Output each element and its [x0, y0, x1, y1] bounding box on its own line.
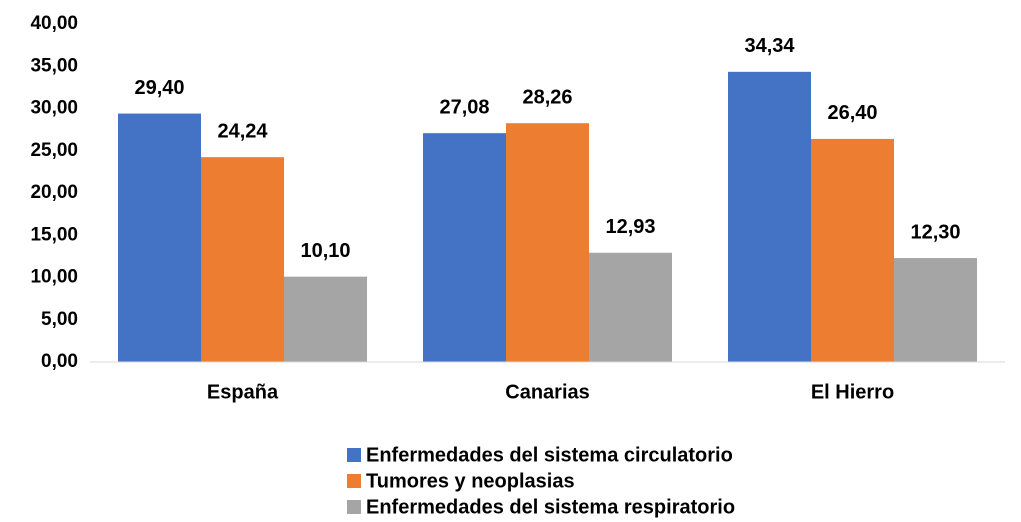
value-label: 12,93 [605, 216, 655, 238]
legend-label: Enfermedades del sistema respiratorio [366, 496, 735, 518]
x-tick-label: España [207, 381, 279, 403]
value-label: 29,40 [134, 77, 184, 99]
value-label: 27,08 [439, 96, 489, 118]
value-label: 34,34 [744, 35, 795, 57]
x-tick-label: Canarias [505, 381, 590, 403]
y-tick-label: 30,00 [30, 98, 78, 119]
bar [201, 157, 284, 362]
y-tick-label: 35,00 [30, 55, 78, 76]
value-label: 10,10 [300, 240, 350, 262]
legend-swatch [347, 500, 361, 514]
legend-swatch [347, 474, 361, 488]
bar [589, 252, 672, 362]
y-tick-label: 20,00 [30, 182, 78, 203]
legend-swatch [347, 448, 361, 462]
bar [811, 138, 894, 362]
y-tick-label: 25,00 [30, 140, 78, 161]
y-tick-label: 40,00 [30, 13, 78, 34]
value-label: 26,40 [827, 102, 877, 124]
value-label: 12,30 [910, 221, 960, 243]
y-tick-label: 5,00 [41, 309, 78, 330]
value-label: 28,26 [522, 86, 572, 108]
legend-label: Enfermedades del sistema circulatorio [366, 444, 733, 466]
y-tick-label: 15,00 [30, 224, 78, 245]
bar [506, 123, 589, 362]
legend-label: Tumores y neoplasias [366, 470, 575, 492]
bar [118, 113, 201, 362]
bar [423, 133, 506, 362]
y-tick-label: 0,00 [41, 351, 78, 372]
x-tick-label: El Hierro [811, 381, 894, 403]
value-label: 24,24 [217, 120, 268, 142]
bar [284, 276, 367, 362]
bar [728, 71, 811, 363]
bar [894, 258, 977, 362]
y-tick-label: 10,00 [30, 267, 78, 288]
